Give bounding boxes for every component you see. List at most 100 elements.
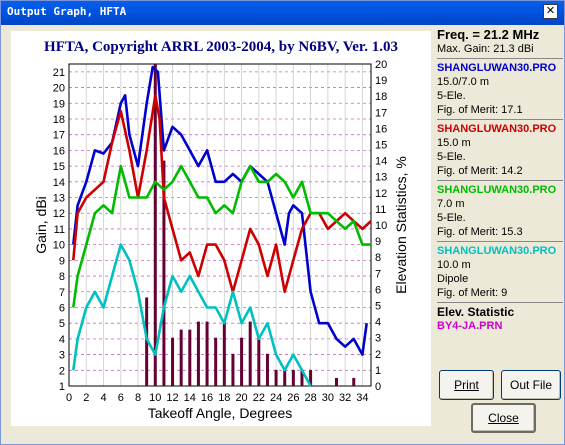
window-close-button[interactable]: ✕ [543,4,558,19]
elevation-bar [309,369,313,386]
x-tick-label: 4 [100,392,106,404]
x-tick-label: 12 [166,392,178,404]
separator [437,119,563,120]
y-tick-label: 9 [59,255,65,267]
y2-tick-label: 16 [375,123,387,135]
series-line [72,243,312,387]
chart-title: HFTA, Copyright ARRL 2003-2004, by N6BV,… [44,39,398,55]
x-tick-label: 18 [218,392,230,404]
y-tick-label: 4 [59,334,65,346]
y2-tick-label: 20 [375,59,387,71]
elevation-bar [334,377,338,386]
x-tick-label: 6 [118,392,124,404]
elevation-bar [188,329,192,386]
elevation-bar [171,337,175,386]
elevation-bar [248,321,252,386]
figure-of-merit: Fig. of Merit: 14.2 [437,165,523,177]
y-axis-label: Gain, dBi [33,196,49,254]
elevation-bar [257,337,261,386]
close-icon: ✕ [545,5,556,17]
x-tick-label: 16 [201,392,213,404]
y-tick-label: 20 [53,83,65,95]
elevation-bar [196,321,200,386]
antenna-height: 15.0 m [437,137,471,149]
print-button[interactable]: Print [439,370,494,400]
x-tick-label: 28 [304,392,316,404]
antenna-height: 7.0 m [437,198,465,210]
elevation-bar [240,337,244,386]
x-tick-label: 22 [253,392,265,404]
x-tick-label: 10 [149,392,161,404]
antenna-height: 15.0/7.0 m [437,76,489,88]
elevation-bar [283,369,287,386]
y2-tick-label: 3 [375,333,381,345]
y2-tick-label: 4 [375,317,381,329]
x-tick-label: 26 [287,392,299,404]
antenna-entry: SHANGLUWAN30.PRO 10.0 m Dipole Fig. of Meri… [437,244,563,300]
x-tick-label: 30 [322,392,334,404]
title-bar: Output Graph, HFTA ✕ [1,1,564,25]
y2-axis-label: Elevation Statistics, % [393,156,409,294]
x-tick-label: 8 [135,392,141,404]
plot-frame [68,63,372,387]
figure-of-merit: Fig. of Merit: 17.1 [437,104,523,116]
y-tick-label: 8 [59,271,65,283]
y2-tick-label: 2 [375,349,381,361]
antenna-file: SHANGLUWAN30.PRO [437,245,557,257]
figure-of-merit: Fig. of Merit: 9 [437,287,508,299]
y-tick-label: 18 [53,114,65,126]
info-panel: Freq. = 21.2 MHz Max. Gain: 21.3 dBi SHA… [437,27,563,333]
elevation-bar [265,353,269,386]
y-tick-label: 16 [53,145,65,157]
elevation-bar [352,377,356,386]
x-tick-label: 32 [339,392,351,404]
elevation-bar [231,353,235,386]
antenna-file: SHANGLUWAN30.PRO [437,123,557,135]
y2-tick-label: 12 [375,188,387,200]
frequency-label: Freq. = 21.2 MHz [437,27,540,42]
elevation-bar [162,160,166,386]
y-tick-label: 21 [53,67,65,79]
x-tick-label: 0 [66,392,72,404]
antenna-entries: SHANGLUWAN30.PRO 15.0/7.0 m 5-Ele. Fig. of … [437,61,563,303]
figure-of-merit: Fig. of Merit: 15.3 [437,226,523,238]
y2-tick-label: 14 [375,156,387,168]
y2-tick-label: 13 [375,172,387,184]
y2-tick-label: 17 [375,107,387,119]
elevation-bar [222,321,226,386]
separator [437,241,563,242]
x-tick-label: 24 [270,392,282,404]
y2-tick-label: 11 [375,204,386,216]
x-axis-label: Takeoff Angle, Degrees [148,405,293,421]
y2-tick-label: 6 [375,284,381,296]
x-tick-label: 14 [184,392,196,404]
window-title: Output Graph, HFTA [7,5,127,18]
y-tick-label: 10 [53,240,65,252]
y-tick-label: 6 [59,302,65,314]
gain-chart: HFTA, Copyright ARRL 2003-2004, by N6BV,… [11,31,431,426]
y-tick-label: 12 [53,208,65,220]
elevation-bar [300,369,304,386]
max-gain-label: Max. Gain: 21.3 dBi [437,43,534,55]
y-tick-label: 19 [53,98,65,110]
y2-tick-label: 7 [375,268,381,280]
separator [437,180,563,181]
print-button-label: Print [454,378,479,392]
elev-statistic-file: BY4-JA.PRN [437,320,503,332]
elev-statistic-title: Elev. Statistic [437,305,515,319]
elevation-bar [291,369,295,386]
x-tick-label: 34 [356,392,368,404]
antenna-type: 5-Ele. [437,90,466,102]
antenna-file: SHANGLUWAN30.PRO [437,184,557,196]
elevation-bar [153,64,157,386]
y2-tick-label: 1 [375,365,381,377]
series-line [72,65,368,356]
antenna-height: 10.0 m [437,259,471,271]
antenna-file: SHANGLUWAN30.PRO [437,62,557,74]
y-tick-label: 7 [59,287,65,299]
y2-tick-label: 15 [375,140,387,152]
y-tick-label: 15 [53,161,65,173]
close-button[interactable]: Close [471,403,536,433]
out-file-button[interactable]: Out File [501,370,561,400]
